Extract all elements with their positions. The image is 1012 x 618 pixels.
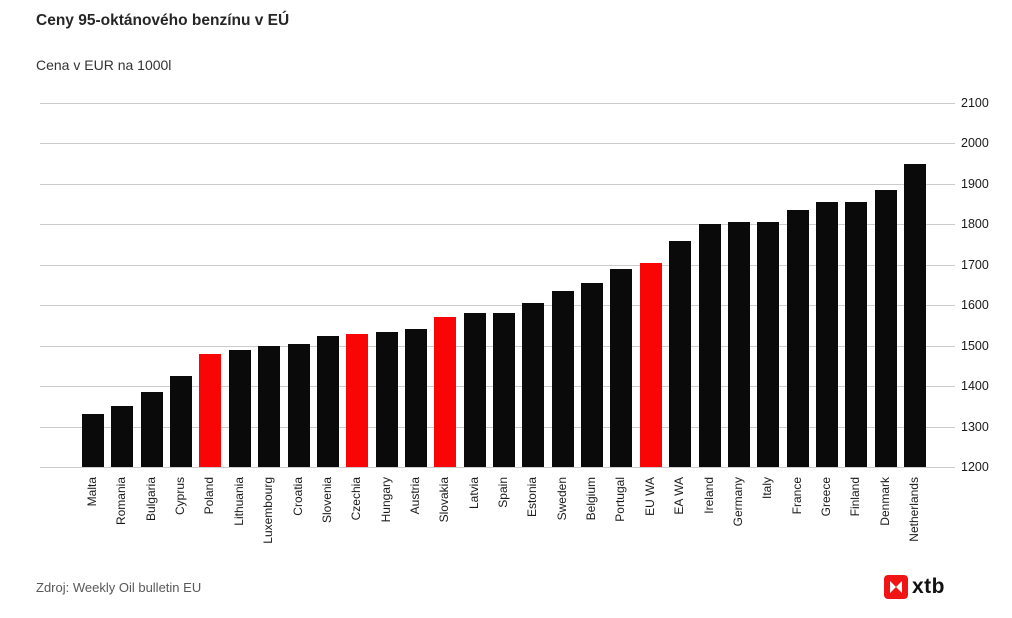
x-axis-tick-label: Lithuania — [232, 477, 246, 526]
bar-belgium — [581, 283, 603, 467]
x-axis-tick-label: Greece — [819, 477, 833, 517]
x-axis-tick-label: Czechia — [349, 477, 363, 521]
x-axis-tick-label: Luxembourg — [261, 477, 275, 544]
bar-malta — [82, 414, 104, 467]
x-axis-tick-label: Spain — [496, 477, 510, 508]
y-axis-tick-label: 1900 — [961, 177, 989, 191]
source-note: Zdroj: Weekly Oil bulletin EU — [36, 580, 202, 595]
x-axis-tick-label: Hungary — [379, 477, 393, 523]
x-axis-tick-label: Austria — [408, 477, 422, 515]
bar-cyprus — [170, 376, 192, 467]
y-axis-tick-label: 1800 — [961, 217, 989, 231]
bar-hungary — [376, 332, 398, 467]
x-axis-tick-label: Finland — [848, 477, 862, 517]
y-axis-tick-label: 1200 — [961, 460, 989, 474]
y-axis-tick-label: 1600 — [961, 298, 989, 312]
bar-france — [787, 210, 809, 467]
x-axis-tick-label: Estonia — [525, 477, 539, 518]
x-axis-tick-label: Latvia — [467, 477, 481, 510]
y-axis-tick-label: 1300 — [961, 420, 989, 434]
x-axis-tick-label: Denmark — [878, 477, 892, 526]
xtb-logo: xtb — [884, 575, 945, 599]
gridline — [40, 467, 955, 468]
bar-germany — [728, 222, 750, 467]
bar-poland — [199, 354, 221, 467]
bar-slovenia — [317, 336, 339, 467]
bar-romania — [111, 406, 133, 467]
bar-eu-wa — [640, 263, 662, 467]
chart-title: Ceny 95-oktánového benzínu v EÚ — [36, 12, 290, 29]
xtb-logo-text: xtb — [912, 575, 945, 598]
x-axis-tick-label: Portugal — [613, 477, 627, 522]
gridline — [40, 265, 955, 266]
bar-lithuania — [229, 350, 251, 467]
x-axis-tick-label: Netherlands — [907, 477, 921, 542]
y-axis-tick-label: 1400 — [961, 379, 989, 393]
gridline — [40, 184, 955, 185]
bar-netherlands — [904, 164, 926, 467]
y-axis-tick-label: 2100 — [961, 96, 989, 110]
bar-ireland — [699, 224, 721, 467]
bar-portugal — [610, 269, 632, 467]
bar-slovakia — [434, 317, 456, 467]
xtb-logo-icon — [884, 575, 908, 599]
bar-greece — [816, 202, 838, 467]
x-axis-tick-label: Sweden — [555, 477, 569, 521]
x-axis-tick-label: Italy — [760, 477, 774, 500]
x-axis-tick-label: Slovakia — [437, 477, 451, 523]
x-axis-tick-label: Bulgaria — [144, 477, 158, 522]
x-axis-tick-label: Poland — [202, 477, 216, 515]
gridline — [40, 224, 955, 225]
y-axis-tick-label: 2000 — [961, 136, 989, 150]
gridline — [40, 103, 955, 104]
x-axis-tick-label: Ireland — [702, 477, 716, 514]
bar-spain — [493, 313, 515, 467]
x-axis-tick-label: Slovenia — [320, 477, 334, 524]
bar-sweden — [552, 291, 574, 467]
x-axis-tick-label: Malta — [85, 477, 99, 507]
x-axis-tick-label: Germany — [731, 477, 745, 527]
x-axis-tick-label: Belgium — [584, 477, 598, 521]
x-axis-tick-label: Cyprus — [173, 477, 187, 516]
x-axis-tick-label: France — [790, 477, 804, 515]
bar-bulgaria — [141, 392, 163, 467]
x-axis-tick-label: Croatia — [291, 477, 305, 516]
bar-denmark — [875, 190, 897, 467]
x-axis-tick-label: EA WA — [672, 477, 686, 515]
y-axis-tick-label: 1700 — [961, 258, 989, 272]
bar-ea-wa — [669, 241, 691, 467]
bar-italy — [757, 222, 779, 467]
y-axis-tick-label: 1500 — [961, 339, 989, 353]
x-axis-tick-label: EU WA — [643, 477, 657, 516]
gridline — [40, 305, 955, 306]
x-axis-tick-label: Romania — [114, 477, 128, 526]
bar-latvia — [464, 313, 486, 467]
gridline — [40, 143, 955, 144]
bar-luxembourg — [258, 346, 280, 467]
chart-subtitle: Cena v EUR na 1000l — [36, 57, 172, 73]
bar-estonia — [522, 303, 544, 467]
bar-czechia — [346, 334, 368, 467]
bar-austria — [405, 329, 427, 467]
bar-croatia — [288, 344, 310, 467]
bar-finland — [845, 202, 867, 467]
